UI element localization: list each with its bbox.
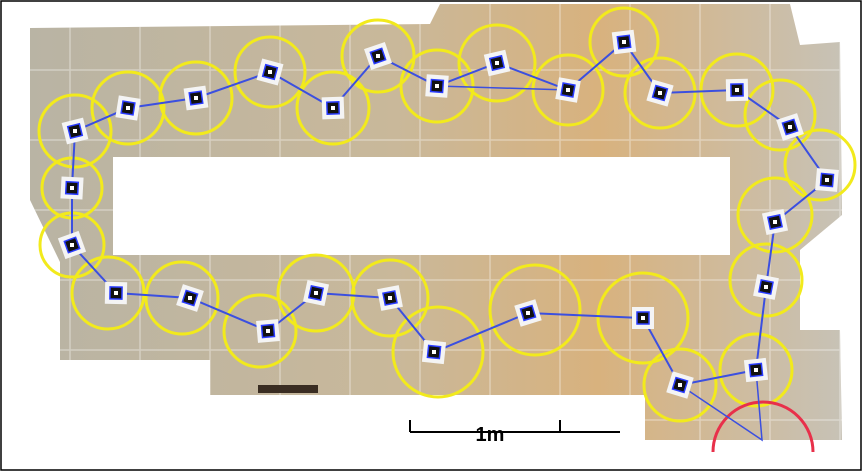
marker-center [70, 243, 74, 247]
scale-label: 1m [476, 424, 505, 446]
marker-center [188, 296, 192, 300]
marker-center [73, 129, 77, 133]
marker-center [266, 329, 270, 333]
marker-center [114, 291, 118, 295]
marker-center [194, 96, 198, 100]
marker-center [435, 84, 439, 88]
marker-center [126, 106, 130, 110]
figure: 1m [0, 0, 862, 471]
marker-center [735, 88, 739, 92]
marker-center [788, 125, 792, 129]
marker-center [764, 285, 768, 289]
marker-center [268, 70, 272, 74]
marker-center [641, 316, 645, 320]
marker-center [432, 350, 436, 354]
marker-center [495, 61, 499, 65]
marker-center [331, 106, 335, 110]
marker-center [658, 91, 662, 95]
marker-center [754, 368, 758, 372]
marker-center [526, 311, 530, 315]
marker-center [376, 54, 380, 58]
marker-center [678, 383, 682, 387]
marker-center [388, 296, 392, 300]
marker-center [566, 88, 570, 92]
marker-center [314, 291, 318, 295]
marker-center [773, 220, 777, 224]
marker-center [825, 178, 829, 182]
marker-center [70, 186, 74, 190]
marker-center [622, 40, 626, 44]
